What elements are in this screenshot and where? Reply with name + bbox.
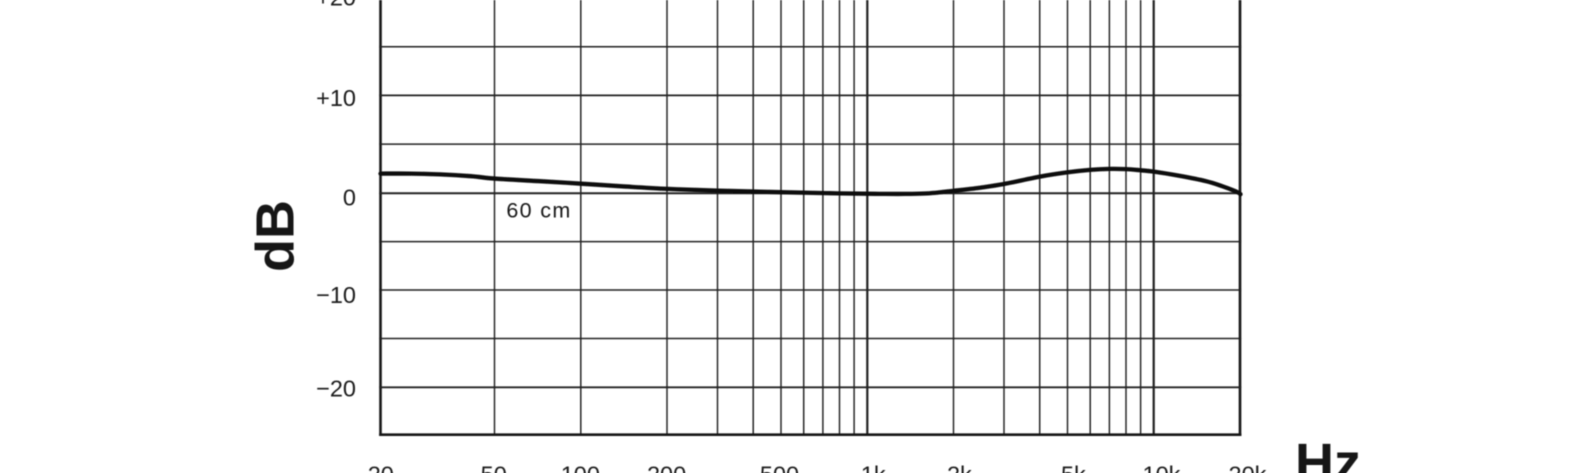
svg-text:5k: 5k	[1061, 462, 1086, 473]
svg-text:1k: 1k	[861, 462, 886, 473]
svg-text:dB: dB	[246, 200, 306, 272]
svg-text:200: 200	[647, 462, 686, 473]
svg-text:20k: 20k	[1229, 462, 1267, 473]
svg-text:−20: −20	[316, 376, 356, 402]
svg-text:10k: 10k	[1143, 462, 1181, 473]
svg-text:500: 500	[760, 462, 799, 473]
svg-text:Hz: Hz	[1295, 433, 1361, 473]
svg-text:−10: −10	[316, 282, 356, 308]
svg-text:20: 20	[368, 462, 394, 473]
svg-text:60 cm: 60 cm	[506, 199, 571, 223]
svg-text:0: 0	[343, 185, 356, 211]
svg-text:+10: +10	[316, 85, 356, 111]
svg-text:+20: +20	[316, 0, 356, 10]
svg-text:50: 50	[481, 462, 507, 473]
svg-text:100: 100	[561, 462, 600, 473]
svg-text:2k: 2k	[947, 462, 972, 473]
